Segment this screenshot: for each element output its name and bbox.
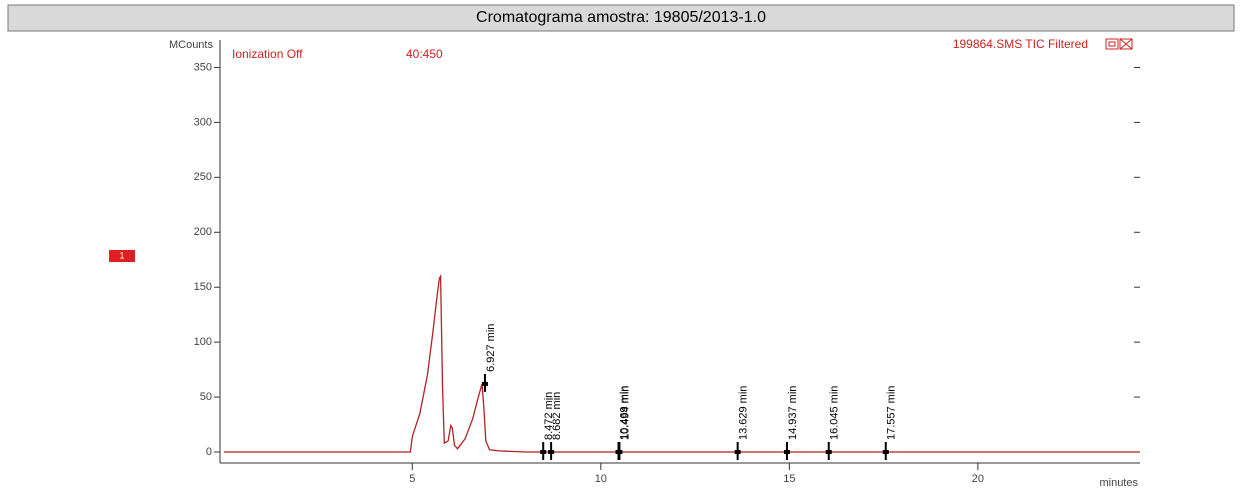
y-tick-label: 300 <box>194 116 212 128</box>
chart-title: Cromatograma amostra: 19805/2013-1.0 <box>476 9 766 26</box>
x-tick-label: 5 <box>409 473 415 485</box>
annotation: 40:450 <box>406 47 443 61</box>
x-tick-label: 20 <box>972 473 984 485</box>
marker-box <box>109 250 135 262</box>
peak-dot <box>481 381 488 386</box>
y-tick-label: 250 <box>194 171 212 183</box>
y-axis-label: MCounts <box>169 39 214 51</box>
x-tick-label: 10 <box>595 473 607 485</box>
y-tick-label: 350 <box>194 61 212 73</box>
peak-label: 17.557 min <box>886 386 898 440</box>
y-tick-label: 100 <box>194 336 212 348</box>
y-tick-label: 200 <box>194 226 212 238</box>
x-tick-label: 15 <box>783 473 795 485</box>
y-tick-label: 0 <box>206 446 212 458</box>
peak-dot <box>540 450 547 455</box>
marker-label: 1 <box>119 250 124 260</box>
peak-label: 13.629 min <box>738 386 750 440</box>
peak-label: 10.494 min <box>619 386 631 440</box>
peak-dot <box>825 450 832 455</box>
title-bar <box>7 4 1235 32</box>
peak-label: 14.937 min <box>787 386 799 440</box>
y-tick-label: 150 <box>194 281 212 293</box>
annotation: Ionization Off <box>232 47 303 61</box>
window-icon <box>1105 38 1133 50</box>
peak-label: 8.472 min <box>543 392 555 440</box>
peak-dot <box>548 450 555 455</box>
peak-label: 10.469 min <box>618 386 630 440</box>
peak-label: 6.927 min <box>485 324 497 372</box>
x-axis-label: minutes <box>1099 477 1138 489</box>
trace <box>223 273 1140 453</box>
peak-label: 8.682 min <box>551 392 563 440</box>
peak-dot <box>616 450 623 455</box>
peak-dot <box>734 450 741 455</box>
peak-dot <box>783 450 790 455</box>
peak-dot <box>882 450 889 455</box>
peak-label: 16.045 min <box>829 386 841 440</box>
y-tick-label: 50 <box>200 391 212 403</box>
legend-label: 199864.SMS TIC Filtered <box>953 37 1088 51</box>
